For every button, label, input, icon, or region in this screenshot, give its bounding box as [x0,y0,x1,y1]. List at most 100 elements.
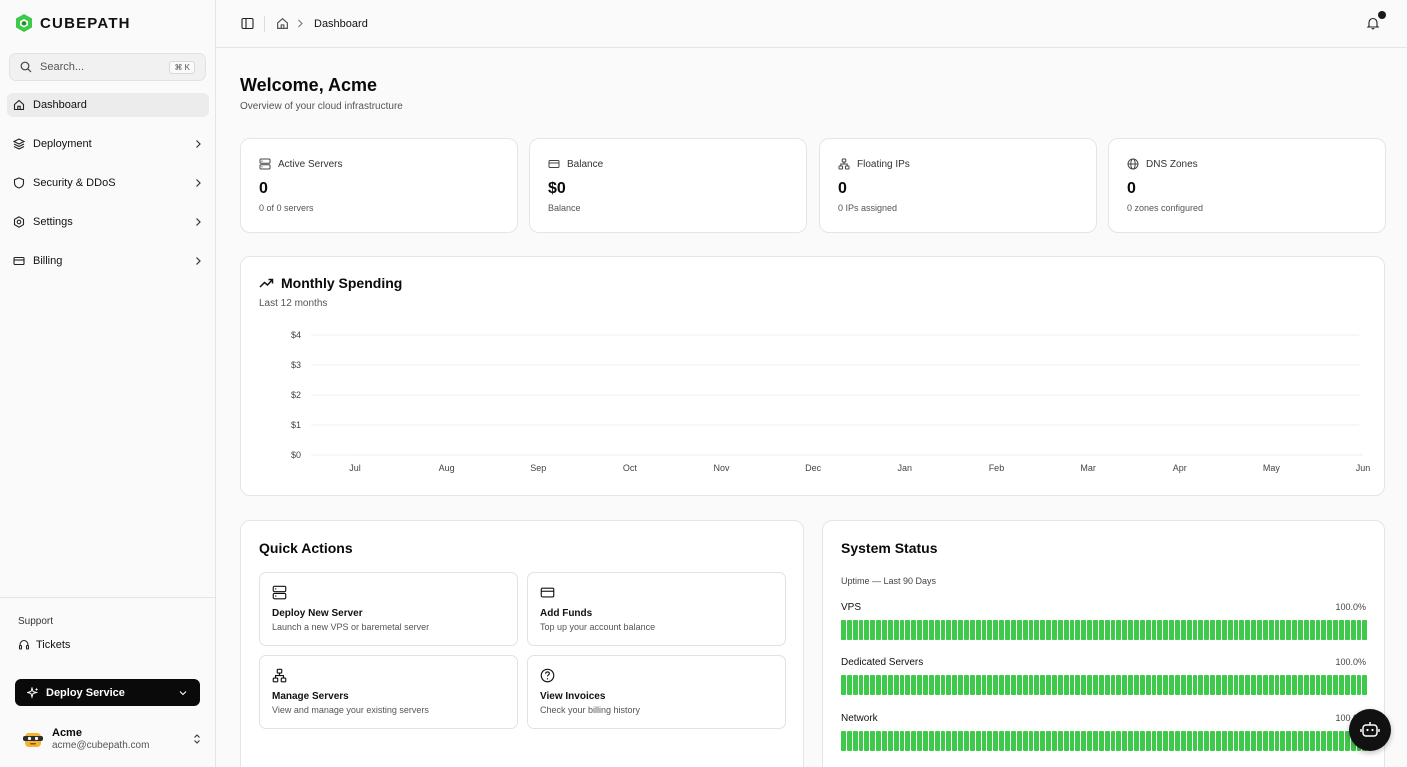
quick-action-description: Top up your account balance [540,622,656,632]
x-tick-label: Sep [530,463,546,473]
search-placeholder: Search... [40,61,85,73]
uptime-day-bar [1262,620,1268,640]
logo[interactable]: CUBEPATH [14,13,131,33]
uptime-bars-network [841,731,1368,751]
sidebar-item-label: Settings [33,216,73,228]
sidebar-item-security[interactable]: Security & DDoS [7,171,209,195]
stat-label: DNS Zones [1146,158,1198,170]
uptime-day-bar [1010,620,1016,640]
sidebar: CUBEPATH Search... ⌘ K Dashboard Deploym… [0,0,216,767]
stat-value: 0 [838,180,847,197]
uptime-day-bar [1227,675,1233,695]
uptime-day-bar [911,675,917,695]
uptime-day-bar [1151,731,1157,751]
spending-subtitle: Last 12 months [259,298,328,309]
chevron-down-icon [178,688,188,698]
search-input[interactable]: Search... ⌘ K [9,53,206,81]
uptime-day-bar [1010,675,1016,695]
quick-action-add-funds[interactable]: Add Funds Top up your account balance [527,572,786,646]
chat-bot-button[interactable] [1349,709,1391,751]
spending-chart: $0 $1 $2 $3 $4 Jul Aug Sep Oct Nov Dec Jan Feb Mar Apr… [291,330,1370,473]
sidebar-item-dashboard[interactable]: Dashboard [7,93,209,117]
uptime-bars-dedicated [841,675,1368,695]
uptime-day-bar [1257,675,1262,695]
sidebar-divider [0,597,216,598]
uptime-day-bar [1081,731,1087,751]
uptime-day-bar [1233,731,1239,751]
sidebar-item-billing[interactable]: Billing [7,249,209,273]
uptime-day-bar [1051,620,1057,640]
uptime-day-bar [917,620,923,640]
uptime-day-bar [1116,620,1122,640]
service-name: VPS [841,602,862,613]
system-status-title: System Status [841,540,938,556]
uptime-day-bar [911,731,917,751]
bell-icon[interactable] [1366,16,1380,30]
uptime-day-bar [905,620,911,640]
stat-card-floating-ips: Floating IPs 0 0 IPs assigned [819,138,1097,233]
uptime-day-bar [870,620,876,640]
uptime-day-bar [1292,731,1298,751]
uptime-day-bar [1028,675,1034,695]
uptime-day-bar [946,731,952,751]
x-tick-label: May [1263,463,1281,473]
gear-icon [13,216,25,228]
deploy-service-button[interactable]: Deploy Service [15,679,200,706]
uptime-day-bar [1356,675,1362,695]
headset-icon [18,639,30,651]
quick-action-view-invoices[interactable]: View Invoices Check your billing history [527,655,786,729]
uptime-day-bar [1098,675,1104,695]
uptime-day-bar [1139,675,1145,695]
sidebar-item-settings[interactable]: Settings [7,210,209,234]
uptime-day-bar [1022,675,1028,695]
quick-action-deploy-server[interactable]: Deploy New Server Launch a new VPS or ba… [259,572,518,646]
uptime-day-bar [1339,620,1344,640]
uptime-day-bar [1034,620,1040,640]
uptime-day-bar [1251,731,1257,751]
breadcrumb-home-icon[interactable] [276,17,289,30]
sidebar-toggle-icon[interactable] [241,17,254,30]
sidebar-item-tickets[interactable]: Tickets [18,639,70,651]
uptime-day-bar [1063,731,1069,751]
uptime-day-bar [1327,675,1333,695]
uptime-day-bar [1163,675,1169,695]
uptime-day-bar [1280,620,1286,640]
y-tick-label: $2 [291,390,301,400]
uptime-day-bar [964,620,969,640]
server-icon [272,585,287,600]
uptime-day-bar [1087,675,1092,695]
uptime-day-bar [975,731,981,751]
uptime-day-bar [1122,620,1128,640]
uptime-day-bar [1339,675,1344,695]
brand-name: CUBEPATH [40,14,131,32]
uptime-day-bar [882,675,887,695]
uptime-day-bar [1104,731,1110,751]
sidebar-item-deployment[interactable]: Deployment [7,132,209,156]
uptime-day-bar [1040,620,1046,640]
uptime-day-bar [1274,731,1280,751]
quick-action-manage-servers[interactable]: Manage Servers View and manage your exis… [259,655,518,729]
search-shortcut: ⌘ K [169,60,195,74]
uptime-day-bar [1087,620,1092,640]
bot-icon [1360,721,1380,739]
uptime-day-bar [1128,620,1133,640]
uptime-day-bar [1333,731,1339,751]
uptime-day-bar [958,731,964,751]
user-menu[interactable]: Acme acme@cubepath.com [22,727,202,751]
quick-actions-title: Quick Actions [259,540,353,556]
service-uptime: 100.0% [1335,602,1366,612]
layers-icon [13,138,25,150]
uptime-day-bar [952,731,958,751]
uptime-day-bar [882,620,887,640]
uptime-day-bar [1298,731,1303,751]
uptime-day-bar [858,675,864,695]
uptime-day-bar [1139,731,1145,751]
stat-subtext: Balance [548,203,581,213]
uptime-day-bar [934,731,940,751]
credit-card-icon [13,255,25,267]
uptime-day-bar [975,675,981,695]
uptime-day-bar [1239,620,1245,640]
uptime-day-bar [1204,620,1210,640]
tickets-label: Tickets [36,639,71,651]
uptime-day-bar [940,620,946,640]
